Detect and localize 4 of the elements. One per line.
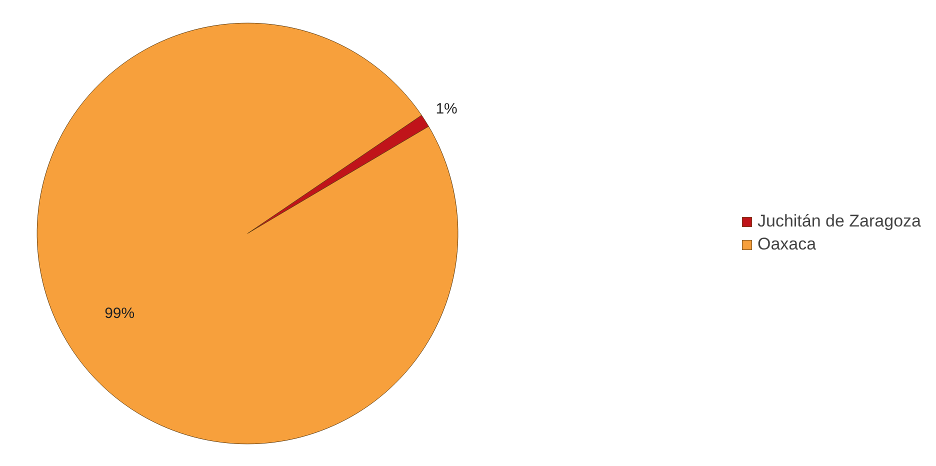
legend-label: Juchitán de Zaragoza [758, 212, 921, 232]
data-label: 1% [436, 100, 458, 118]
legend-label: Oaxaca [758, 234, 816, 254]
data-label: 99% [104, 304, 135, 322]
